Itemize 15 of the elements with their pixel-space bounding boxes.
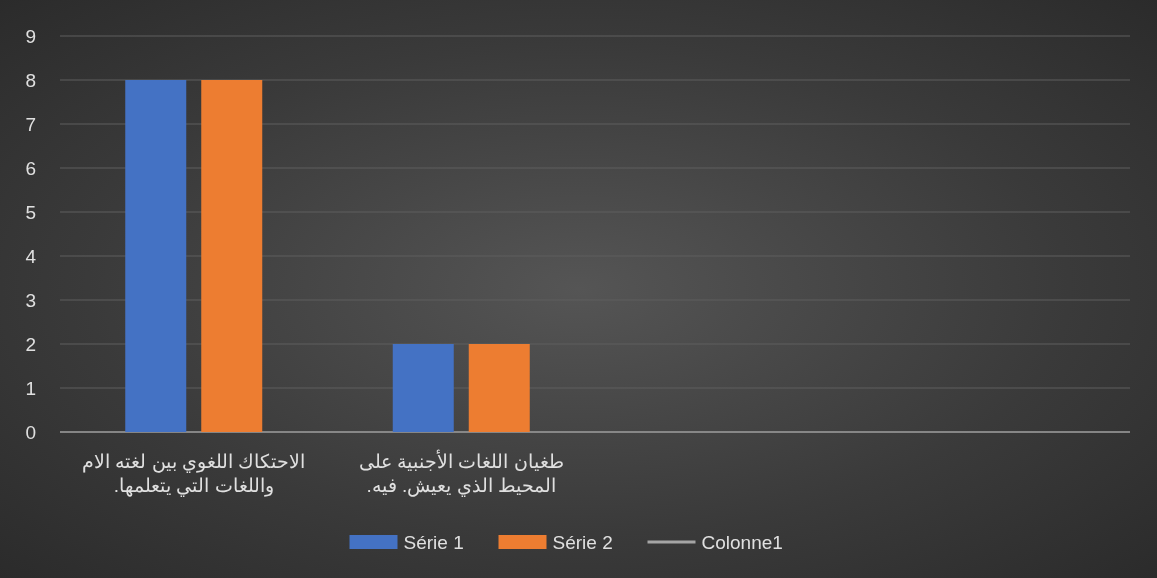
y-tick-label: 6: [25, 158, 36, 179]
y-tick-label: 0: [25, 422, 36, 443]
y-tick-label: 1: [25, 378, 36, 399]
legend-label: Colonne1: [701, 532, 783, 553]
y-tick-label: 8: [25, 70, 36, 91]
x-tick-label: طغيان اللغات الأجنبية على المحيط الذي يعيش. فيه.: [357, 450, 565, 498]
legend-label: Série 1: [403, 532, 464, 553]
y-tick-label: 5: [25, 202, 36, 223]
y-tick-label: 7: [25, 114, 36, 135]
y-tick-label: 4: [25, 246, 37, 267]
y-tick-label: 2: [25, 334, 36, 355]
x-tick-label: الاحتكاك اللغوي بين لغته الام واللغات التي يتعلمها.: [81, 450, 307, 498]
legend-label: Série 2: [552, 532, 613, 553]
y-tick-label: 9: [25, 26, 36, 47]
y-tick-label: 3: [25, 290, 36, 311]
